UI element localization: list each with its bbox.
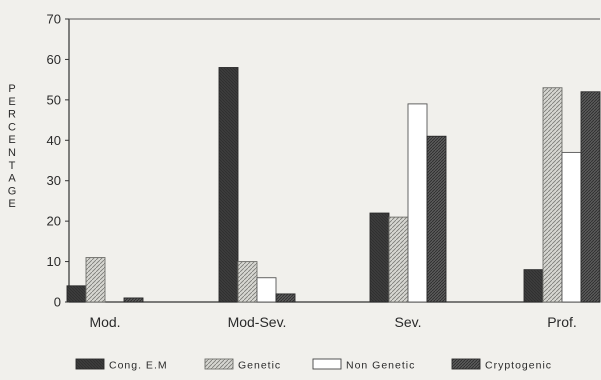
bar-non-genetic-3: [561, 151, 582, 303]
x-category-label: Mod-Sev.: [228, 314, 287, 330]
bar-cong-e-m-3: [523, 269, 544, 303]
legend-label: Non Genetic: [346, 360, 415, 372]
bar-genetic-3: [542, 87, 563, 303]
y-tick-label: 50: [47, 92, 61, 107]
bar-cong-e-m-2: [369, 212, 390, 303]
legend-swatch: [204, 358, 234, 370]
bar-cryptogenic-2: [426, 135, 447, 303]
y-axis-label-char: G: [8, 185, 17, 197]
y-tick-label: 40: [47, 133, 61, 148]
legend-swatch: [312, 358, 342, 370]
legend-swatch: [451, 358, 481, 370]
bar-cong-e-m-1: [218, 67, 239, 303]
legend-label: Genetic: [238, 360, 281, 372]
legend-swatch: [75, 358, 105, 370]
bar-cryptogenic-1: [275, 293, 296, 303]
y-axis-label-char: N: [8, 147, 16, 159]
y-axis-label-char: C: [8, 121, 16, 133]
y-tick-label: 10: [47, 254, 61, 269]
bar-genetic-0: [85, 257, 106, 303]
bar-cong-e-m-0: [66, 285, 87, 303]
bar-genetic-1: [237, 261, 258, 303]
y-axis-label-char: E: [8, 96, 15, 108]
y-tick-label: 60: [47, 52, 61, 67]
y-axis-label-char: A: [8, 173, 16, 185]
y-axis-label-char: R: [8, 109, 16, 121]
y-axis-label-char: E: [8, 134, 15, 146]
legend-label: Cong. E.M: [109, 360, 168, 372]
y-axis-label-char: E: [8, 198, 15, 210]
x-category-label: Mod.: [89, 314, 120, 330]
bar-cryptogenic-0: [123, 297, 144, 303]
legend-label: Cryptogenic: [485, 360, 552, 372]
bar-non-genetic-1: [256, 277, 277, 303]
x-category-label: Sev.: [395, 314, 422, 330]
x-category-label: Prof.: [547, 314, 577, 330]
y-tick-label: 0: [54, 295, 61, 310]
bar-non-genetic-2: [407, 103, 428, 303]
y-tick-label: 30: [47, 173, 61, 188]
y-axis-label-char: P: [8, 83, 15, 95]
y-axis-label-char: T: [9, 160, 16, 172]
bar-genetic-2: [388, 216, 409, 303]
y-tick-label: 20: [47, 214, 61, 229]
bar-cryptogenic-3: [580, 91, 601, 303]
y-tick-label: 70: [47, 12, 61, 27]
